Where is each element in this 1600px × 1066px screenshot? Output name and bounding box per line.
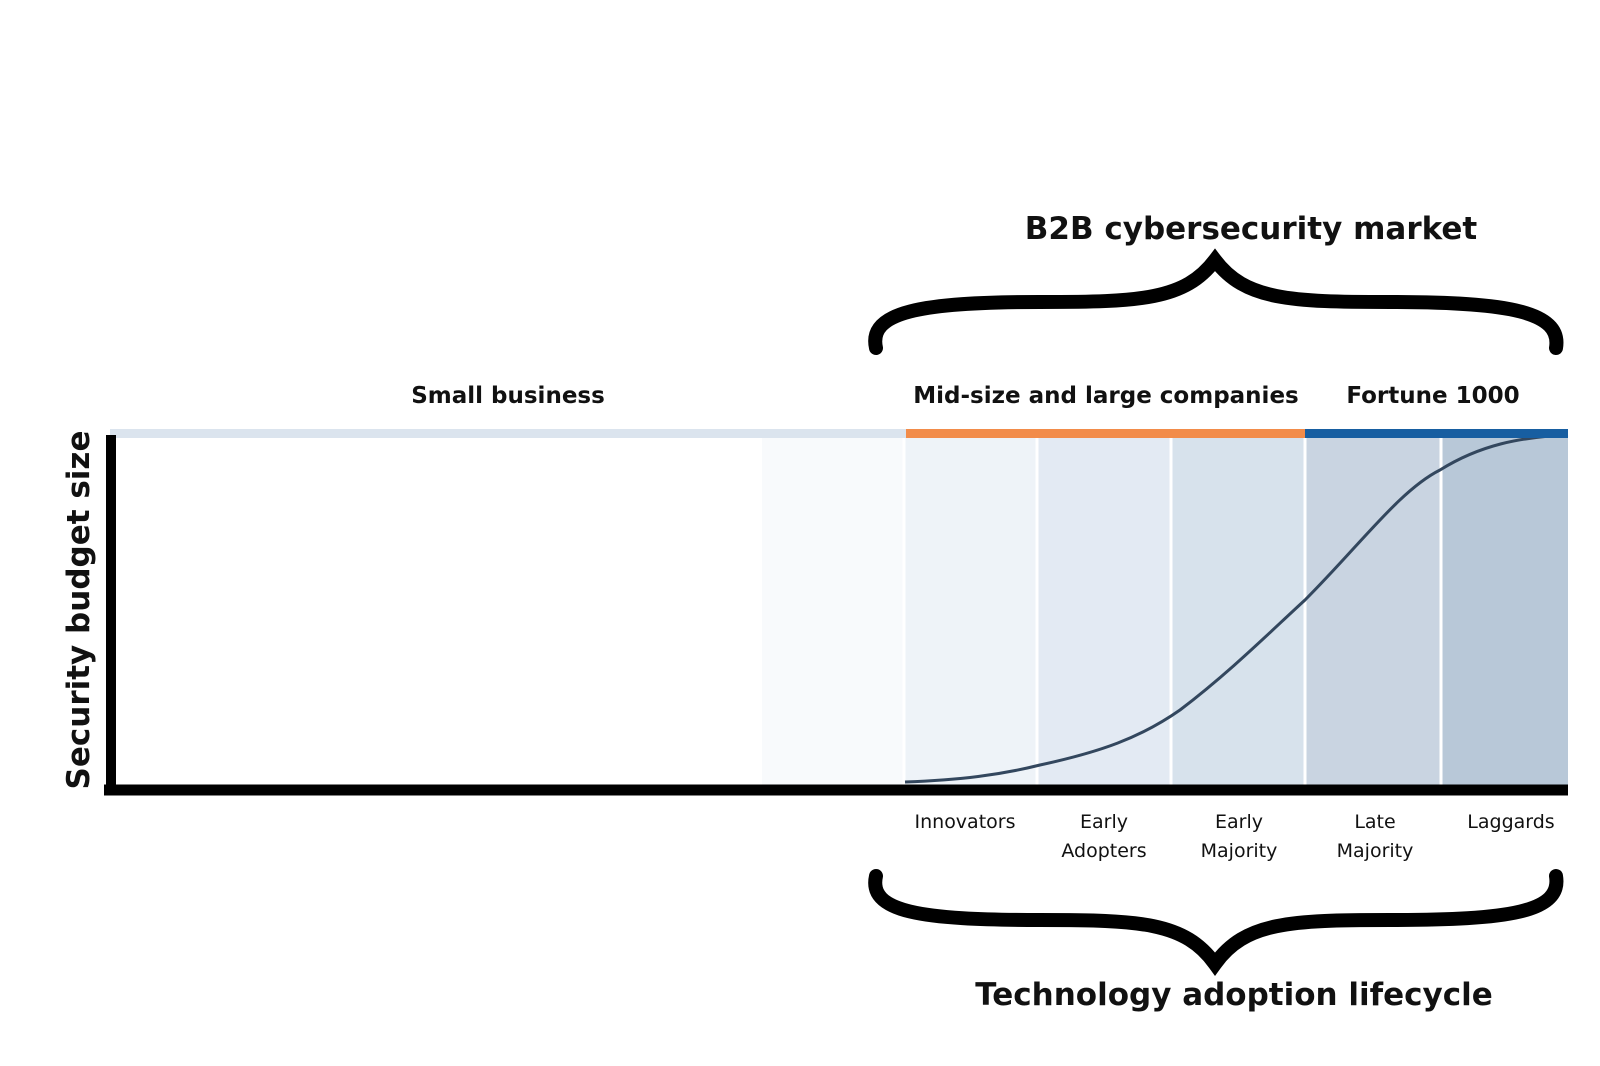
stage-label: Late bbox=[1354, 811, 1395, 833]
stage-label: Early bbox=[1215, 811, 1263, 833]
segment-bar bbox=[110, 429, 906, 438]
adoption-curve bbox=[904, 433, 1569, 784]
segment-label: Mid-size and large companies bbox=[913, 383, 1298, 409]
stage-label: Early bbox=[1080, 811, 1128, 833]
segment-bar bbox=[906, 429, 1305, 438]
column-shade bbox=[1305, 437, 1441, 785]
stage-labels: Innovators Early Adopters Early Majority Late… bbox=[915, 811, 1555, 862]
title: B2B cybersecurity market bbox=[1025, 211, 1478, 247]
top-brace bbox=[868, 248, 1564, 355]
stage-label: Laggards bbox=[1467, 811, 1554, 833]
bottom-brace bbox=[868, 869, 1564, 977]
segment-label: Small business bbox=[411, 383, 605, 409]
stage-label: Adopters bbox=[1061, 840, 1146, 862]
column-separators bbox=[902, 437, 1443, 785]
column-shade bbox=[904, 437, 1037, 785]
column-shade bbox=[1171, 437, 1305, 785]
y-axis-label: Security budget size bbox=[61, 431, 97, 790]
segment-label: Fortune 1000 bbox=[1346, 383, 1519, 409]
bottom-label: Technology adoption lifecycle bbox=[975, 977, 1493, 1013]
column-shade bbox=[1441, 437, 1568, 785]
column-shade bbox=[762, 437, 904, 785]
stage-label: Majority bbox=[1201, 840, 1278, 862]
stage-label: Innovators bbox=[915, 811, 1016, 833]
segment-bar bbox=[1305, 429, 1568, 438]
column-shade bbox=[1037, 437, 1171, 785]
stage-label: Majority bbox=[1337, 840, 1414, 862]
